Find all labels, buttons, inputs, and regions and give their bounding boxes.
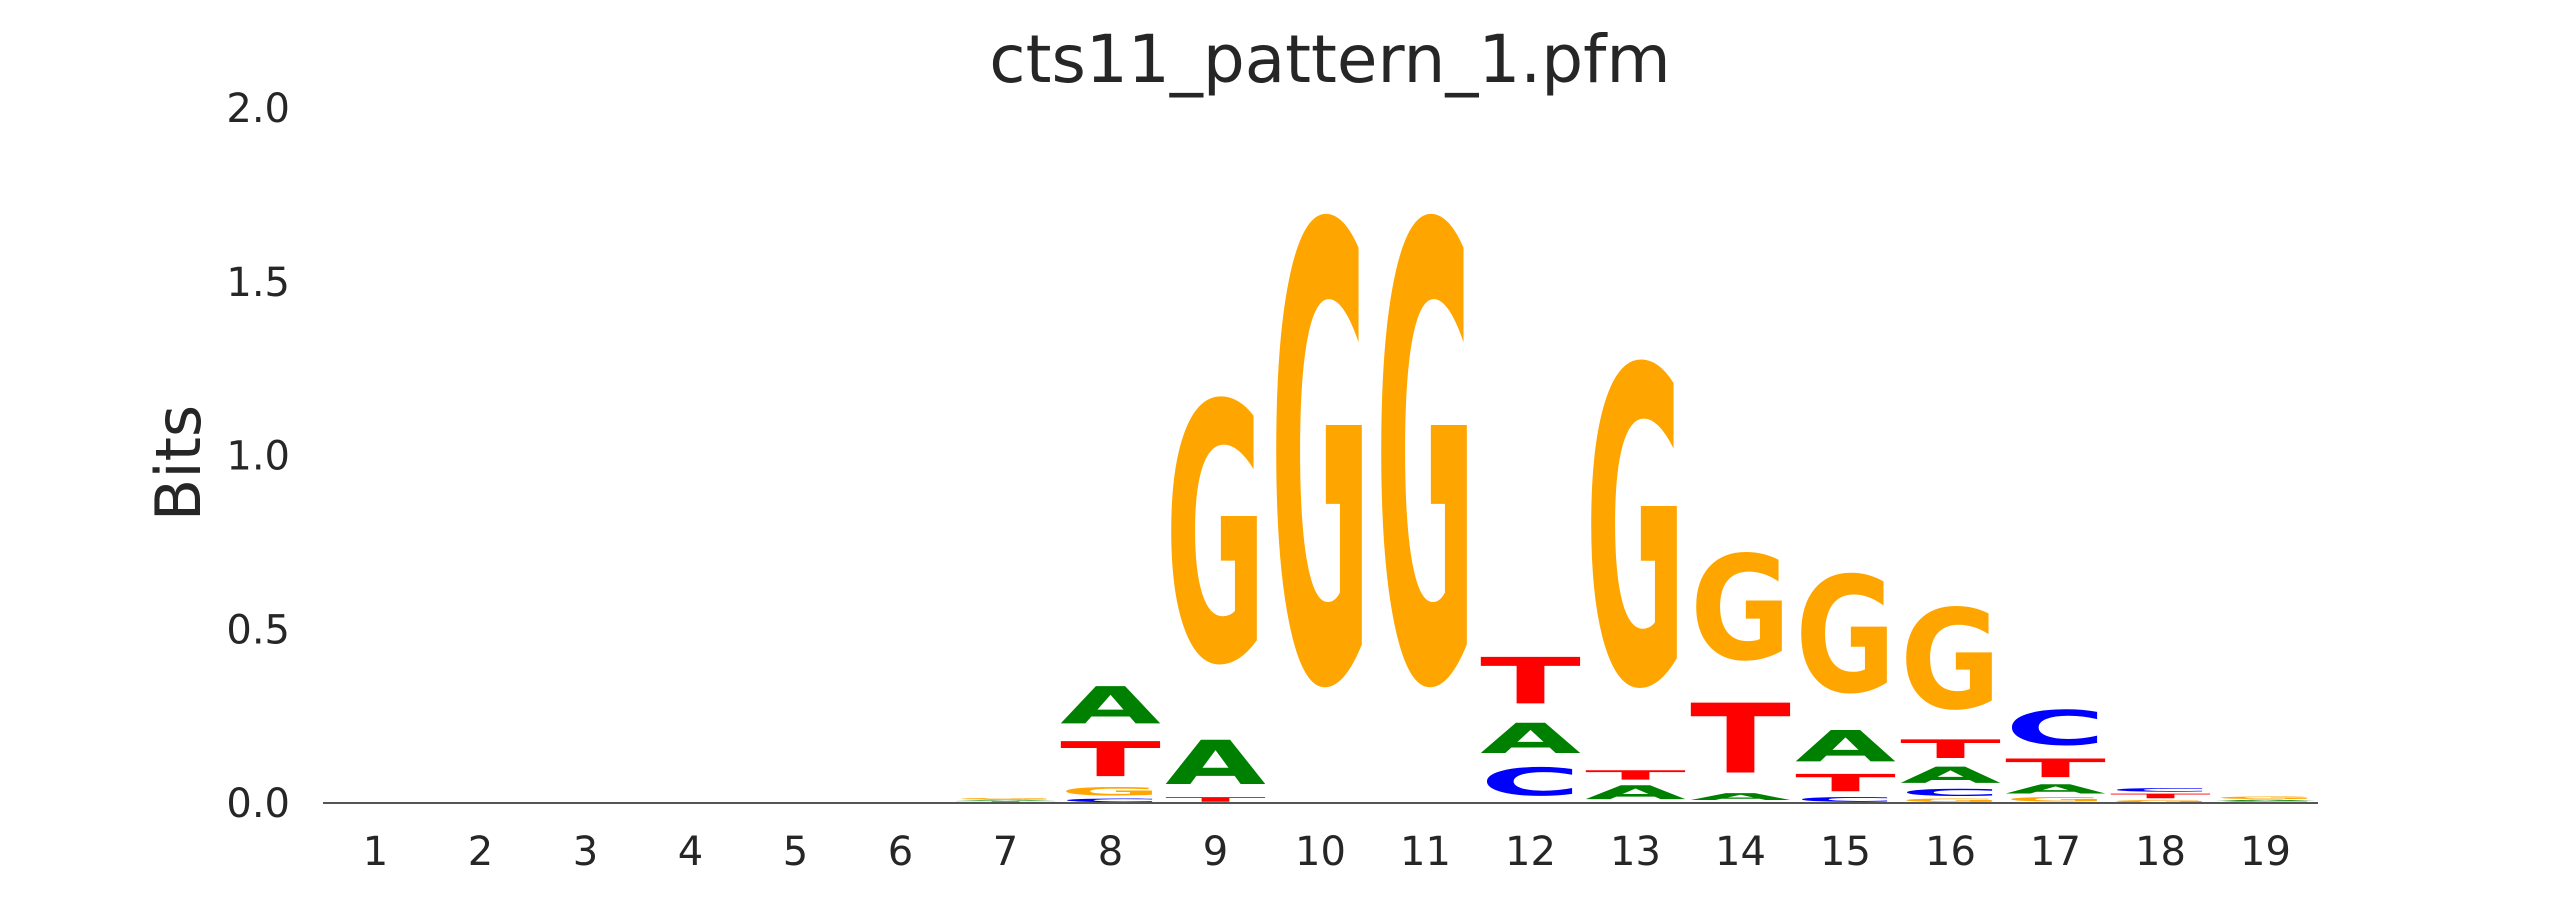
y-tick-label: 1.5 — [226, 260, 290, 306]
logo-letter-t: T — [1690, 684, 1791, 796]
x-tick-label: 2 — [468, 829, 493, 875]
y-axis-ticks: 0.0 0.5 1.0 1.5 2.0 — [226, 86, 290, 827]
x-tick-label: 19 — [2240, 829, 2291, 875]
x-tick-label: 13 — [1610, 829, 1661, 875]
x-tick-label: 15 — [1820, 829, 1871, 875]
x-tick-label: 11 — [1400, 829, 1451, 875]
logo-letter-a: A — [1795, 721, 1896, 771]
logo-letter-t: T — [1060, 732, 1161, 788]
x-tick-label: 18 — [2135, 829, 2186, 875]
x-tick-label: 8 — [1098, 829, 1123, 875]
logo-letter-t: T — [955, 801, 1056, 802]
y-tick-label: 1.0 — [226, 434, 290, 480]
logo-letter-t: T — [1480, 644, 1581, 719]
logo-letter-a: A — [955, 799, 1056, 800]
x-tick-label: 9 — [1203, 829, 1228, 875]
logo-letter-t: T — [1165, 796, 1266, 803]
logo-letter-c: C — [1795, 796, 1896, 803]
x-tick-label: 5 — [783, 829, 808, 875]
chart-title: cts11_pattern_1.pfm — [989, 21, 1670, 98]
y-tick-label: 2.0 — [226, 86, 290, 132]
x-tick-label: 1 — [363, 829, 388, 875]
logo-letter-t: T — [1900, 735, 2001, 765]
logo-letter-g: G — [1900, 798, 2001, 804]
y-axis-label: Bits — [142, 405, 215, 521]
logo-letter-t: T — [2005, 754, 2106, 784]
logo-letter-a: A — [1060, 676, 1161, 735]
logo-letter-t: T — [2110, 792, 2211, 799]
logo-letter-a: A — [2215, 799, 2316, 801]
logo-letter-g: G — [2005, 796, 2106, 803]
logo-letter-g: G — [1165, 331, 1266, 744]
x-tick-label: 4 — [678, 829, 703, 875]
logo-letter-g: G — [2215, 796, 2316, 800]
x-tick-label: 6 — [888, 829, 913, 875]
x-tick-label: 7 — [993, 829, 1018, 875]
logo-letter-c: C — [1900, 787, 2001, 798]
logo-letter-g: G — [1585, 280, 1686, 785]
logo-letter-c: C — [1480, 760, 1581, 805]
logo-letter-a: A — [2005, 782, 2106, 797]
logo-letter-g: G — [2110, 799, 2211, 803]
logo-letter-a: A — [1480, 714, 1581, 763]
logo-letter-c: C — [2110, 787, 2211, 793]
x-tick-label: 3 — [573, 829, 598, 875]
logo-letter-g: G — [1270, 98, 1371, 827]
logo-letter-a: A — [1585, 781, 1686, 803]
x-axis-ticks: 1 2 3 4 5 6 7 8 9 10 11 12 13 14 15 16 17 18 19 — [363, 829, 2291, 875]
x-tick-label: 17 — [2030, 829, 2081, 875]
logo-letter-g: G — [1795, 543, 1896, 729]
logo-letter-g: G — [1375, 98, 1476, 827]
x-tick-label: 10 — [1295, 829, 1346, 875]
x-tick-label: 12 — [1505, 829, 1556, 875]
logo-letter-a: A — [1690, 791, 1791, 802]
logo-letter-a: A — [1900, 762, 2001, 788]
x-tick-label: 14 — [1715, 829, 1766, 875]
logo-letter-t: T — [1585, 768, 1686, 783]
logo-letter-g: G — [1060, 785, 1161, 798]
logo-letter-c: C — [2005, 701, 2106, 756]
y-tick-label: 0.0 — [226, 781, 290, 827]
y-tick-label: 0.5 — [226, 607, 290, 653]
logo-letter-t: T — [1795, 769, 1896, 797]
logo-letter-c: C — [1060, 798, 1161, 804]
letter-stacks: CTAGCGTATAGGGCATATGGATGCTAGGCATGGATCGTCC… — [955, 98, 2316, 827]
x-tick-label: 16 — [1925, 829, 1976, 875]
logo-letter-g: G — [1690, 525, 1791, 693]
logo-letter-g: G — [955, 798, 1056, 799]
logo-letter-g: G — [1900, 580, 2001, 740]
logo-letter-a: A — [1165, 728, 1266, 798]
